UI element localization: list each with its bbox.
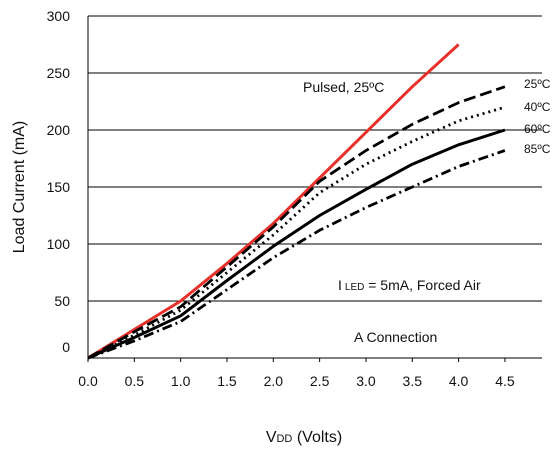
series-lines bbox=[87, 43, 506, 360]
y-tick-label: 50 bbox=[54, 293, 70, 309]
series-line bbox=[87, 85, 506, 360]
x-axis-label: VDD (Volts) bbox=[266, 429, 342, 446]
y-axis-label: Load Current (mA) bbox=[11, 121, 28, 254]
annotation-60c: 60ºC bbox=[524, 122, 551, 136]
x-tick-label: 4.5 bbox=[495, 373, 515, 389]
x-tick-label: 0.5 bbox=[125, 373, 145, 389]
x-tick-label: 2.0 bbox=[264, 373, 284, 389]
x-tick-label: 3.5 bbox=[403, 373, 423, 389]
annotation-85c: 85ºC bbox=[524, 142, 551, 156]
annotation-40c: 40ºC bbox=[524, 100, 551, 114]
annotation-25c: 25ºC bbox=[524, 77, 551, 91]
x-tick-label: 2.5 bbox=[310, 373, 330, 389]
y-tick-label: 200 bbox=[47, 122, 71, 138]
y-tick-label: 250 bbox=[47, 65, 71, 81]
x-tick-labels: 0.0 0.5 1.0 1.5 2.0 2.5 3.0 3.5 4.0 4.5 bbox=[78, 358, 515, 389]
y-tick-labels: 0 50 100 150 200 250 300 bbox=[47, 8, 71, 355]
x-tick-label: 1.5 bbox=[217, 373, 237, 389]
y-tick-label: 300 bbox=[47, 8, 71, 24]
grid-lines bbox=[88, 15, 542, 302]
series-line bbox=[87, 128, 506, 360]
x-tick-label: 0.0 bbox=[78, 373, 98, 389]
x-tick-label: 3.0 bbox=[356, 373, 376, 389]
y-tick-label: 100 bbox=[47, 236, 71, 252]
y-tick-label: 0 bbox=[62, 339, 70, 355]
x-tick-label: 4.0 bbox=[449, 373, 469, 389]
series-line bbox=[87, 149, 506, 360]
series-line bbox=[87, 43, 460, 360]
y-tick-label: 150 bbox=[47, 179, 71, 195]
annotation-iled: I LED = 5mA, Forced Air bbox=[338, 277, 481, 293]
x-tick-label: 1.0 bbox=[171, 373, 191, 389]
annotation-connection: A Connection bbox=[354, 329, 437, 345]
annotation-pulsed: Pulsed, 25ºC bbox=[303, 79, 384, 95]
